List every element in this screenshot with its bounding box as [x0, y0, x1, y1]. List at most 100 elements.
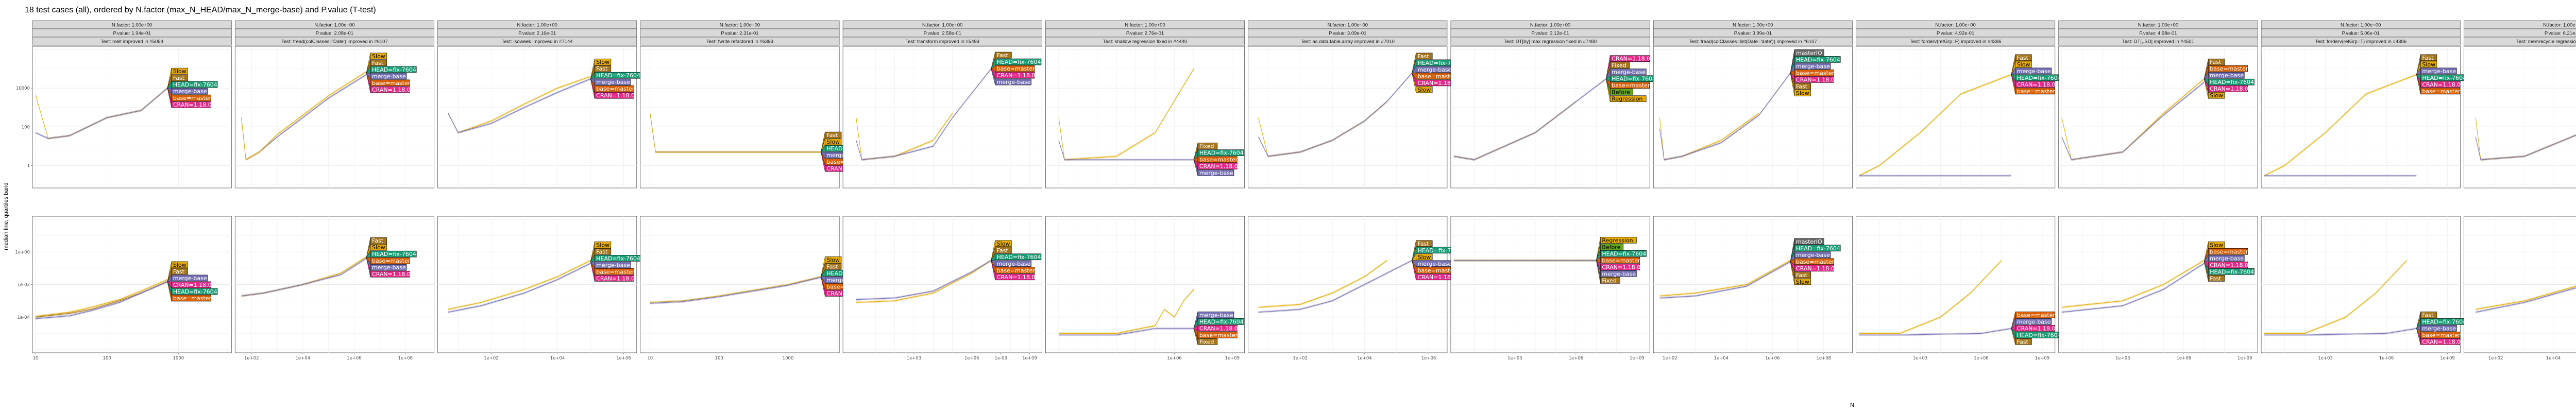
- series-label: Slow: [1418, 87, 1431, 93]
- series-label: CRAN=1.18.0: [1612, 56, 1650, 62]
- series-label: base=master: [596, 85, 635, 92]
- x-tick-label: 1e+03: [2115, 356, 2130, 361]
- series-label: Regression: [1612, 96, 1642, 102]
- y-tick-label: 10000: [16, 86, 30, 91]
- series-label: base=master: [1418, 73, 1456, 80]
- series-label: HEAD=fix-7604: [2210, 268, 2254, 275]
- series-label: Slow: [826, 139, 840, 145]
- series-label-box: [2015, 88, 2055, 95]
- series-label: CRAN=1.18.0: [596, 275, 635, 282]
- x-axis-title: N: [1850, 402, 1854, 408]
- strip-pvalue: P.value: 4.92e-01: [1937, 31, 1974, 37]
- panel-background: [640, 46, 840, 188]
- strip-nfactor: N.factor: 1.00e+00: [1328, 23, 1368, 28]
- series-label: merge-base: [2422, 68, 2456, 75]
- series-label: merge-base: [596, 262, 630, 268]
- series-label-box: [825, 131, 842, 139]
- series-line: [1859, 260, 2002, 334]
- series-label: Fast: [2422, 312, 2434, 318]
- series-label: Fast: [372, 60, 384, 66]
- series-label-box: [995, 78, 1031, 85]
- series-line: [856, 260, 991, 300]
- series-label: Regression: [1602, 237, 1633, 244]
- strip-nfactor: N.factor: 1.00e+00: [314, 23, 354, 28]
- series-label: CRAN=1.18.0: [372, 271, 411, 278]
- series-label: HEAD=fix-7604: [173, 81, 217, 88]
- series-label: Slow: [372, 244, 385, 251]
- strip-nfactor: N.factor: 1.00e+00: [2543, 23, 2576, 28]
- y-tick-label: 1: [27, 163, 30, 168]
- series-label: Before: [1612, 89, 1630, 96]
- series-label: Fast: [596, 65, 608, 72]
- quartile-band: [2476, 134, 2576, 161]
- x-tick-label: 10: [33, 356, 39, 361]
- series-label: base=master: [372, 80, 411, 87]
- series-label-box: [370, 257, 410, 264]
- series-label-box: [825, 138, 842, 145]
- x-tick-label: 1e+04: [1357, 356, 1372, 361]
- series-label-box: [370, 73, 407, 80]
- series-label-box: [1600, 243, 1624, 250]
- x-tick-label: 1e+09: [1225, 356, 1240, 361]
- series-label-box: [2208, 85, 2248, 92]
- series-label: base=master: [2422, 332, 2461, 338]
- series-label-box: [171, 295, 211, 302]
- series-label: HEAD=fix-7604: [1199, 150, 1244, 157]
- series-label: Fast: [2017, 55, 2029, 61]
- strip-pvalue: P.value: 6.21e-01: [2545, 31, 2576, 37]
- series-label: Fast: [997, 52, 1009, 59]
- strip-pvalue: P.value: 3.09e-01: [1329, 31, 1366, 37]
- strip-box: [2058, 37, 2258, 46]
- series-label: Fast: [1796, 272, 1808, 279]
- x-tick-label: 1e+04: [550, 356, 565, 361]
- series-label-box: [594, 92, 634, 99]
- y-tick-label: 1e-02: [17, 283, 30, 288]
- series-label: Fixed: [1199, 338, 1214, 345]
- panel: N.factor: 1.00e+00 P.value: 3.09e-01 Test:…: [1248, 20, 1463, 361]
- x-tick-label: 1e+09: [1630, 356, 1645, 361]
- strip-test: Test: transform improved in #5493: [905, 39, 979, 45]
- panel-background: [32, 46, 232, 188]
- series-label-box: [2208, 261, 2248, 268]
- quartile-band: [2264, 327, 2417, 336]
- series-label: CRAN=1.18.0: [1796, 265, 1835, 272]
- series-label-box: [1600, 270, 1637, 277]
- series-line: [650, 113, 821, 152]
- x-tick-label: 1e+06: [964, 356, 979, 361]
- quartile-band: [2476, 285, 2576, 311]
- strip-test: Test: fread(colClasses='Date') improved …: [281, 39, 388, 45]
- series-label: CRAN=1.18.0: [1418, 274, 1456, 281]
- series-line: [1859, 328, 2011, 335]
- panel: N.factor: 1.00e+00 P.value: 3.99e-01 Test:…: [1653, 20, 1853, 361]
- series-label-box: [995, 267, 1035, 274]
- series-label-box: [2420, 81, 2461, 88]
- x-tick-label: 1e+06: [1974, 356, 1989, 361]
- series-label: CRAN=1.18.0: [173, 282, 212, 288]
- strip-nfactor: N.factor: 1.00e+00: [922, 23, 962, 28]
- panel: N.factor: 1.00e+00 P.value: 2.31e-01 Test:…: [640, 20, 871, 361]
- series-label: Fast: [826, 132, 838, 139]
- series-label-box: [1794, 90, 1811, 96]
- series-line: [2476, 287, 2576, 313]
- series-label-box: [594, 85, 634, 92]
- strip-test: Test: DT[,.SD] improved in #4501: [2122, 39, 2194, 45]
- series-label: Fast: [173, 75, 185, 81]
- x-tick-label: 1e+06: [1167, 356, 1182, 361]
- series-line: [1058, 68, 1194, 160]
- series-label-box: [2015, 81, 2055, 88]
- strip-nfactor: N.factor: 1.00e+00: [1935, 23, 1975, 28]
- series-label: HEAD=fix-7604: [2017, 332, 2061, 338]
- series-label-box: [594, 241, 612, 248]
- x-tick-label: 1e+03: [907, 356, 922, 361]
- strip-box: [2464, 37, 2576, 46]
- series-line: [2061, 260, 2205, 308]
- x-tick-label: 1e+03: [1913, 356, 1928, 361]
- strip-test: Test: shallow regression fixed in #4440: [1103, 39, 1187, 45]
- strip-test: Test: isoweek improved in #7144: [502, 39, 573, 45]
- series-label: base=master: [596, 268, 635, 275]
- series-line: [2061, 82, 2205, 160]
- strip-nfactor: N.factor: 1.00e+00: [2341, 23, 2381, 28]
- series-label-box: [171, 67, 188, 75]
- series-label-box: [171, 281, 211, 288]
- strip-test: Test: forderv(retGrp=T) improved in #438…: [2315, 39, 2406, 45]
